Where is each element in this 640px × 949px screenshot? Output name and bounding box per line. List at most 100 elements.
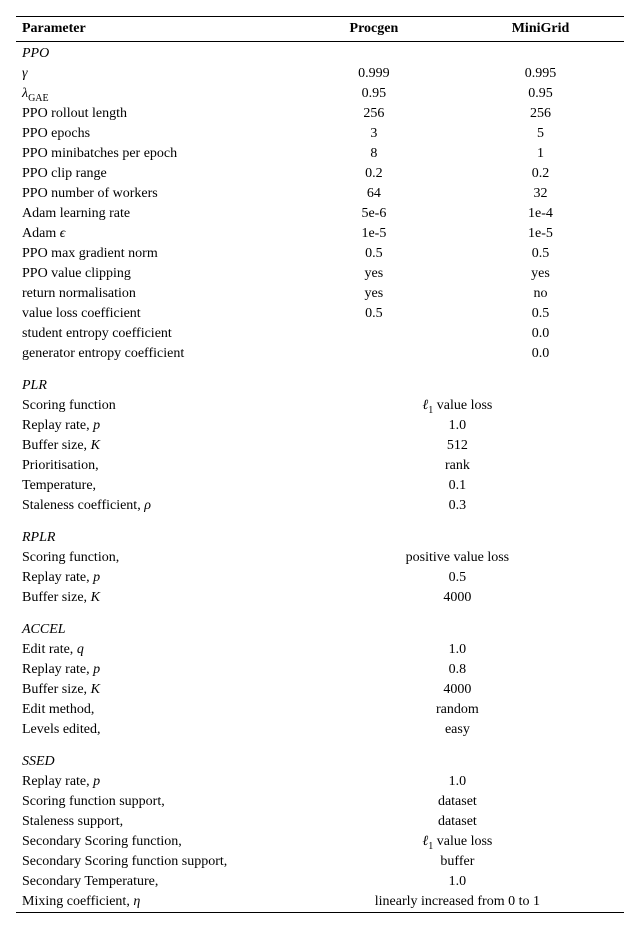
- value-cell-procgen: yes: [291, 264, 457, 284]
- section-title: PPO: [16, 42, 624, 65]
- parameter-cell: student entropy coefficient: [16, 324, 291, 344]
- value-cell-minigrid: yes: [457, 264, 624, 284]
- value-cell-spanning: 4000: [291, 588, 624, 608]
- parameter-cell: PPO number of workers: [16, 184, 291, 204]
- table-row: Staleness support,dataset: [16, 812, 624, 832]
- table-row: Edit method,random: [16, 700, 624, 720]
- value-cell-minigrid: 32: [457, 184, 624, 204]
- table-row: PPO number of workers6432: [16, 184, 624, 204]
- value-cell-minigrid: 0.95: [457, 84, 624, 104]
- section-title: SSED: [16, 740, 624, 772]
- parameter-cell: Scoring function,: [16, 548, 291, 568]
- table-row: PPO max gradient norm0.50.5: [16, 244, 624, 264]
- value-cell-spanning: dataset: [291, 792, 624, 812]
- parameter-cell: Buffer size, K: [16, 436, 291, 456]
- section-title-row: RPLR: [16, 516, 624, 548]
- value-cell-procgen: 0.5: [291, 244, 457, 264]
- parameter-cell: λGAE: [16, 84, 291, 104]
- table-row: Staleness coefficient, ρ0.3: [16, 496, 624, 516]
- table-row: Scoring function,positive value loss: [16, 548, 624, 568]
- value-cell-procgen: [291, 324, 457, 344]
- parameter-cell: Edit rate, q: [16, 640, 291, 660]
- value-cell-spanning: 0.5: [291, 568, 624, 588]
- value-cell-procgen: 0.999: [291, 64, 457, 84]
- value-cell-procgen: 256: [291, 104, 457, 124]
- value-cell-procgen: 3: [291, 124, 457, 144]
- value-cell-spanning: buffer: [291, 852, 624, 872]
- table-row: Secondary Scoring function,ℓ1 value loss: [16, 832, 624, 852]
- header-parameter: Parameter: [16, 17, 291, 42]
- table-row: Scoring functionℓ1 value loss: [16, 396, 624, 416]
- parameter-cell: PPO clip range: [16, 164, 291, 184]
- section-title-row: PLR: [16, 364, 624, 396]
- value-cell-spanning: 0.3: [291, 496, 624, 516]
- table-row: Edit rate, q1.0: [16, 640, 624, 660]
- value-cell-spanning: dataset: [291, 812, 624, 832]
- value-cell-spanning: 0.8: [291, 660, 624, 680]
- section-title: ACCEL: [16, 608, 624, 640]
- parameter-cell: Scoring function support,: [16, 792, 291, 812]
- table-row: student entropy coefficient0.0: [16, 324, 624, 344]
- parameter-cell: PPO epochs: [16, 124, 291, 144]
- table-row: Buffer size, K512: [16, 436, 624, 456]
- value-cell-minigrid: 256: [457, 104, 624, 124]
- value-cell-minigrid: 0.995: [457, 64, 624, 84]
- parameter-cell: Staleness support,: [16, 812, 291, 832]
- value-cell-procgen: [291, 344, 457, 364]
- value-cell-spanning: linearly increased from 0 to 1: [291, 892, 624, 913]
- table-row: Replay rate, p0.8: [16, 660, 624, 680]
- value-cell-spanning: 512: [291, 436, 624, 456]
- table-row: Replay rate, p1.0: [16, 772, 624, 792]
- parameter-cell: Prioritisation,: [16, 456, 291, 476]
- value-cell-spanning: rank: [291, 456, 624, 476]
- value-cell-spanning: 4000: [291, 680, 624, 700]
- value-cell-procgen: 5e-6: [291, 204, 457, 224]
- table-row: Replay rate, p1.0: [16, 416, 624, 436]
- value-cell-spanning: 1.0: [291, 872, 624, 892]
- parameter-cell: PPO max gradient norm: [16, 244, 291, 264]
- parameter-cell: Adam ϵ: [16, 224, 291, 244]
- table-row: Buffer size, K4000: [16, 680, 624, 700]
- header-minigrid: MiniGrid: [457, 17, 624, 42]
- table-row: Scoring function support,dataset: [16, 792, 624, 812]
- parameter-cell: γ: [16, 64, 291, 84]
- value-cell-minigrid: 0.2: [457, 164, 624, 184]
- parameter-cell: Adam learning rate: [16, 204, 291, 224]
- value-cell-minigrid: 5: [457, 124, 624, 144]
- value-cell-minigrid: 1: [457, 144, 624, 164]
- section-title-row: ACCEL: [16, 608, 624, 640]
- table-row: generator entropy coefficient0.0: [16, 344, 624, 364]
- table-row: PPO epochs35: [16, 124, 624, 144]
- table-row: return normalisationyesno: [16, 284, 624, 304]
- value-cell-minigrid: no: [457, 284, 624, 304]
- section-title-row: SSED: [16, 740, 624, 772]
- parameter-cell: Staleness coefficient, ρ: [16, 496, 291, 516]
- value-cell-spanning: 1.0: [291, 416, 624, 436]
- value-cell-minigrid: 0.5: [457, 244, 624, 264]
- parameter-cell: Secondary Scoring function,: [16, 832, 291, 852]
- parameter-cell: PPO minibatches per epoch: [16, 144, 291, 164]
- table-row: Secondary Scoring function support,buffe…: [16, 852, 624, 872]
- table-row: Adam learning rate5e-61e-4: [16, 204, 624, 224]
- value-cell-spanning: ℓ1 value loss: [291, 832, 624, 852]
- value-cell-spanning: ℓ1 value loss: [291, 396, 624, 416]
- value-cell-spanning: positive value loss: [291, 548, 624, 568]
- table-row: Temperature,0.1: [16, 476, 624, 496]
- table-row: Levels edited,easy: [16, 720, 624, 740]
- value-cell-spanning: 1.0: [291, 640, 624, 660]
- parameter-cell: Buffer size, K: [16, 588, 291, 608]
- parameter-cell: Secondary Scoring function support,: [16, 852, 291, 872]
- value-cell-spanning: 0.1: [291, 476, 624, 496]
- value-cell-minigrid: 1e-5: [457, 224, 624, 244]
- parameter-cell: Replay rate, p: [16, 772, 291, 792]
- value-cell-minigrid: 0.0: [457, 344, 624, 364]
- parameter-cell: Scoring function: [16, 396, 291, 416]
- value-cell-minigrid: 1e-4: [457, 204, 624, 224]
- value-cell-procgen: 0.2: [291, 164, 457, 184]
- parameter-cell: return normalisation: [16, 284, 291, 304]
- parameter-cell: Edit method,: [16, 700, 291, 720]
- table-row: Adam ϵ1e-51e-5: [16, 224, 624, 244]
- parameter-cell: Levels edited,: [16, 720, 291, 740]
- table-row: PPO rollout length256256: [16, 104, 624, 124]
- table-row: value loss coefficient0.50.5: [16, 304, 624, 324]
